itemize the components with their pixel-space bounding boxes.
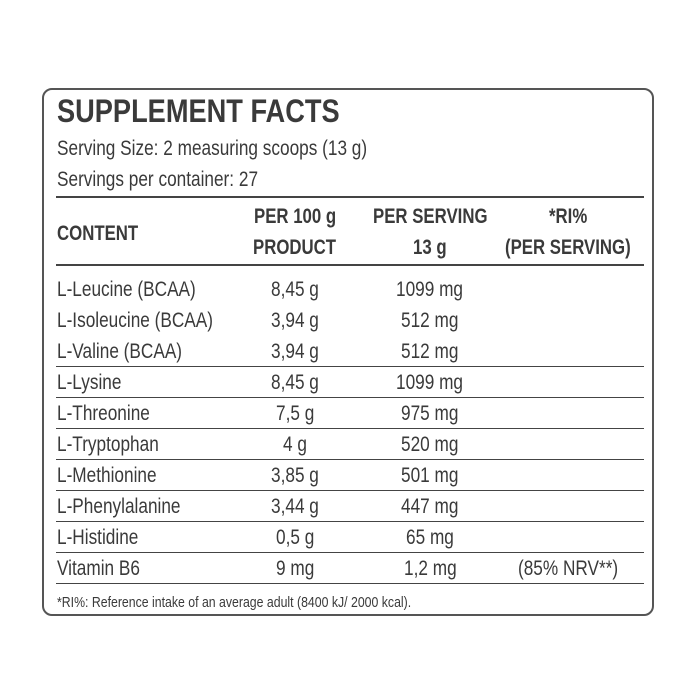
divider: [56, 264, 644, 266]
nutrient-value: 3,44 g: [271, 494, 320, 518]
divider: [56, 583, 644, 585]
nutrient-value: 501 mg: [401, 463, 459, 487]
nutrient-value: 4 g: [283, 432, 308, 456]
nutrient-name: L-Lysine: [57, 370, 122, 394]
nutrient-value: 1099 mg: [396, 370, 464, 394]
nutrient-value: 447 mg: [401, 494, 459, 518]
nutrient-value: 9 mg: [275, 556, 315, 580]
divider: [56, 552, 644, 554]
nutrient-value: 7,5 g: [275, 401, 315, 425]
column-header: (PER SERVING): [505, 235, 631, 259]
nutrient-value: 512 mg: [401, 308, 459, 332]
divider: [56, 490, 644, 492]
serving-size: Serving Size: 2 measuring scoops (13 g): [57, 136, 368, 160]
nutrient-value: 1,2 mg: [403, 556, 457, 580]
nutrient-value: 3,94 g: [271, 339, 320, 363]
nutrient-name: L-Leucine (BCAA): [57, 277, 196, 301]
footnote: *RI%: Reference intake of an average adu…: [57, 593, 412, 611]
divider: [56, 196, 644, 198]
divider: [56, 428, 644, 430]
divider: [56, 397, 644, 399]
nutrient-value: (85% NRV**): [517, 556, 619, 580]
nutrient-name: L-Methionine: [57, 463, 157, 487]
divider: [56, 366, 644, 368]
nutrient-name: L-Phenylalanine: [57, 494, 181, 518]
nutrient-value: 3,94 g: [271, 308, 320, 332]
nutrient-value: 520 mg: [401, 432, 459, 456]
nutrient-value: 1099 mg: [396, 277, 464, 301]
nutrient-name: L-Tryptophan: [57, 432, 159, 456]
column-header: CONTENT: [57, 221, 139, 245]
nutrient-value: 3,85 g: [271, 463, 320, 487]
nutrient-name: L-Valine (BCAA): [57, 339, 183, 363]
nutrient-name: L-Threonine: [57, 401, 150, 425]
column-header: PRODUCT: [253, 235, 337, 259]
nutrient-name: L-Isoleucine (BCAA): [57, 308, 214, 332]
column-header: PER 100 g: [253, 204, 336, 228]
label-border: [42, 88, 654, 616]
nutrient-value: 8,45 g: [271, 277, 320, 301]
divider: [56, 521, 644, 523]
column-header: *RI%: [548, 204, 588, 228]
divider: [56, 459, 644, 461]
nutrient-value: 8,45 g: [271, 370, 320, 394]
nutrient-name: Vitamin B6: [57, 556, 140, 580]
servings: Servings per container: 27: [57, 167, 259, 191]
title: SUPPLEMENT FACTS: [57, 93, 340, 129]
column-header: PER SERVING: [372, 204, 488, 228]
nutrient-name: L-Histidine: [57, 525, 139, 549]
nutrient-value: 975 mg: [401, 401, 459, 425]
nutrient-value: 65 mg: [406, 525, 455, 549]
column-header: 13 g: [413, 235, 447, 259]
nutrient-value: 512 mg: [401, 339, 459, 363]
nutrient-value: 0,5 g: [275, 525, 315, 549]
